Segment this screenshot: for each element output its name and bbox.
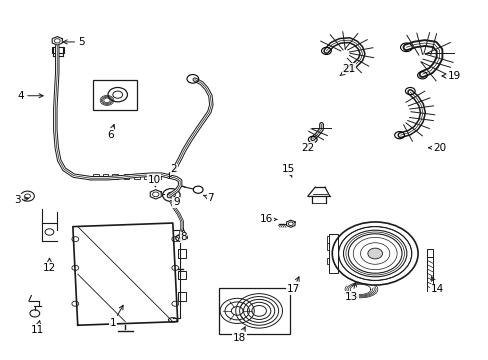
- Text: 10: 10: [147, 175, 161, 187]
- Text: 19: 19: [441, 71, 460, 81]
- Circle shape: [367, 248, 382, 259]
- Text: 8: 8: [180, 229, 186, 242]
- Bar: [219, 288, 289, 334]
- Bar: [177, 292, 186, 301]
- Polygon shape: [150, 190, 161, 199]
- Bar: [177, 249, 186, 258]
- Text: 16: 16: [259, 215, 276, 224]
- Text: 12: 12: [43, 258, 56, 273]
- Bar: [155, 174, 160, 179]
- Text: 7: 7: [203, 193, 213, 203]
- Polygon shape: [286, 220, 294, 227]
- Bar: [327, 236, 331, 243]
- Text: 11: 11: [31, 321, 44, 335]
- Bar: [144, 174, 150, 179]
- Bar: [327, 258, 331, 264]
- Text: 20: 20: [428, 143, 445, 153]
- Bar: [93, 80, 137, 110]
- Bar: [52, 47, 64, 53]
- Text: 5: 5: [63, 37, 84, 47]
- Text: 21: 21: [339, 64, 355, 76]
- Bar: [134, 174, 140, 179]
- Polygon shape: [52, 37, 62, 45]
- Bar: [427, 249, 432, 257]
- Text: 6: 6: [107, 125, 114, 140]
- Bar: [177, 271, 186, 279]
- Text: 13: 13: [345, 282, 358, 302]
- Text: 18: 18: [232, 327, 246, 343]
- Bar: [123, 174, 129, 179]
- Text: 17: 17: [286, 277, 299, 294]
- Text: 4: 4: [18, 91, 43, 101]
- Text: 1: 1: [109, 305, 123, 328]
- Text: 22: 22: [301, 143, 314, 153]
- Bar: [102, 174, 108, 179]
- Bar: [112, 174, 118, 179]
- Text: 3: 3: [15, 195, 28, 205]
- Text: 14: 14: [429, 277, 443, 294]
- Bar: [328, 234, 337, 273]
- Text: 9: 9: [173, 197, 179, 207]
- Bar: [93, 174, 99, 179]
- Bar: [327, 243, 331, 250]
- Text: 15: 15: [281, 164, 294, 177]
- Text: 2: 2: [169, 164, 177, 177]
